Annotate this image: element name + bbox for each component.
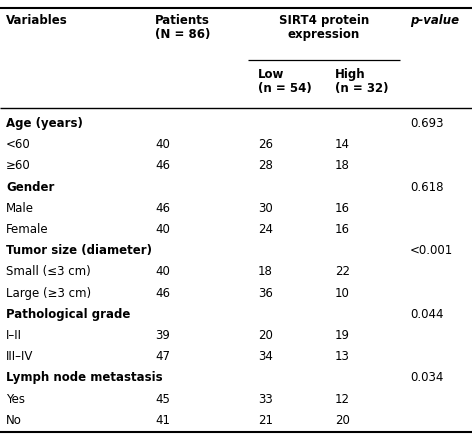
Text: 18: 18 bbox=[258, 265, 273, 278]
Text: Patients: Patients bbox=[155, 14, 210, 27]
Text: 47: 47 bbox=[155, 350, 170, 363]
Text: 39: 39 bbox=[155, 329, 170, 342]
Text: 19: 19 bbox=[335, 329, 350, 342]
Text: 40: 40 bbox=[155, 223, 170, 236]
Text: 16: 16 bbox=[335, 202, 350, 215]
Text: <0.001: <0.001 bbox=[410, 244, 453, 257]
Text: (N = 86): (N = 86) bbox=[155, 28, 211, 41]
Text: High: High bbox=[335, 68, 366, 81]
Text: ≥60: ≥60 bbox=[6, 160, 31, 172]
Text: Yes: Yes bbox=[6, 392, 25, 406]
Text: 14: 14 bbox=[335, 138, 350, 151]
Text: 40: 40 bbox=[155, 138, 170, 151]
Text: <60: <60 bbox=[6, 138, 31, 151]
Text: 22: 22 bbox=[335, 265, 350, 278]
Text: p-value: p-value bbox=[410, 14, 459, 27]
Text: Female: Female bbox=[6, 223, 49, 236]
Text: 30: 30 bbox=[258, 202, 273, 215]
Text: Age (years): Age (years) bbox=[6, 117, 83, 130]
Text: No: No bbox=[6, 414, 22, 427]
Text: 24: 24 bbox=[258, 223, 273, 236]
Text: 13: 13 bbox=[335, 350, 350, 363]
Text: 16: 16 bbox=[335, 223, 350, 236]
Text: 0.044: 0.044 bbox=[410, 308, 444, 321]
Text: Gender: Gender bbox=[6, 181, 54, 194]
Text: SIRT4 protein: SIRT4 protein bbox=[279, 14, 369, 27]
Text: 20: 20 bbox=[258, 329, 273, 342]
Text: (n = 32): (n = 32) bbox=[335, 82, 388, 95]
Text: 28: 28 bbox=[258, 160, 273, 172]
Text: Tumor size (diameter): Tumor size (diameter) bbox=[6, 244, 152, 257]
Text: 18: 18 bbox=[335, 160, 350, 172]
Text: (n = 54): (n = 54) bbox=[258, 82, 312, 95]
Text: 41: 41 bbox=[155, 414, 170, 427]
Text: 21: 21 bbox=[258, 414, 273, 427]
Text: 20: 20 bbox=[335, 414, 350, 427]
Text: 40: 40 bbox=[155, 265, 170, 278]
Text: I–II: I–II bbox=[6, 329, 22, 342]
Text: 36: 36 bbox=[258, 286, 273, 300]
Text: Variables: Variables bbox=[6, 14, 68, 27]
Text: Male: Male bbox=[6, 202, 34, 215]
Text: 0.618: 0.618 bbox=[410, 181, 444, 194]
Text: 46: 46 bbox=[155, 202, 170, 215]
Text: 46: 46 bbox=[155, 286, 170, 300]
Text: 26: 26 bbox=[258, 138, 273, 151]
Text: 10: 10 bbox=[335, 286, 350, 300]
Text: Small (≤3 cm): Small (≤3 cm) bbox=[6, 265, 91, 278]
Text: Lymph node metastasis: Lymph node metastasis bbox=[6, 371, 163, 385]
Text: 12: 12 bbox=[335, 392, 350, 406]
Text: 45: 45 bbox=[155, 392, 170, 406]
Text: 33: 33 bbox=[258, 392, 273, 406]
Text: 0.693: 0.693 bbox=[410, 117, 444, 130]
Text: 0.034: 0.034 bbox=[410, 371, 443, 385]
Text: Large (≥3 cm): Large (≥3 cm) bbox=[6, 286, 91, 300]
Text: expression: expression bbox=[288, 28, 360, 41]
Text: 34: 34 bbox=[258, 350, 273, 363]
Text: Low: Low bbox=[258, 68, 284, 81]
Text: Pathological grade: Pathological grade bbox=[6, 308, 130, 321]
Text: III–IV: III–IV bbox=[6, 350, 34, 363]
Text: 46: 46 bbox=[155, 160, 170, 172]
